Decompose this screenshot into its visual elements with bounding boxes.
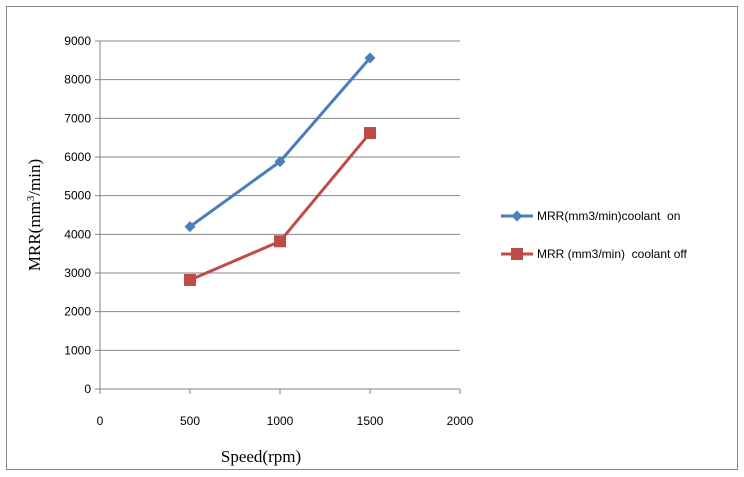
series-2-point-2 (274, 235, 286, 248)
x-tick-labels: 0 500 1000 1500 2000 (97, 414, 474, 428)
y-axis-title: MRR(mm3/min) (25, 159, 44, 271)
series-1-line (189, 57, 372, 228)
legend-label-1: MRR(mm3/min)coolant on (537, 209, 680, 223)
series-1 (184, 52, 376, 233)
x-tick-label-1000: 1000 (267, 414, 294, 428)
x-tick-label-500: 500 (180, 414, 200, 428)
x-tick-label-1500: 1500 (357, 414, 384, 428)
y-tick-label-4000: 4000 (64, 227, 91, 241)
y-tick-label-5000: 5000 (64, 189, 91, 203)
y-tick-labels: 0 1000 2000 3000 4000 5000 6000 7000 8000 9000 (64, 34, 91, 396)
legend-entry-1: MRR(mm3/min)coolant on (501, 209, 680, 223)
legend-entry-2: MRR (mm3/min) coolant off (501, 247, 687, 261)
y-axis-title-base: MRR(mm (25, 201, 44, 271)
chart-frame (6, 6, 738, 470)
y-tick-label-0: 0 (84, 382, 91, 396)
series-group (184, 52, 376, 286)
y-tick-label-9000: 9000 (64, 34, 91, 48)
y-tick-label-1000: 1000 (64, 343, 91, 357)
legend-swatch-marker-2 (511, 248, 523, 260)
y-tick-label-3000: 3000 (64, 266, 91, 280)
legend: MRR(mm3/min)coolant on MRR (mm3/min) cool… (501, 209, 687, 261)
y-tick-label-7000: 7000 (64, 111, 91, 125)
grid-lines (100, 40, 460, 351)
series-1-point-1 (184, 221, 196, 233)
x-tick-label-2000: 2000 (447, 414, 474, 428)
y-tick-label-2000: 2000 (64, 305, 91, 319)
series-2-point-1 (184, 273, 196, 286)
y-axis-title-tail: /min) (25, 159, 44, 196)
legend-swatch-marker-1 (511, 210, 523, 222)
legend-label-2: MRR (mm3/min) coolant off (537, 247, 687, 261)
x-axis-title: Speed(rpm) (221, 447, 301, 466)
axes (95, 40, 461, 394)
y-axis-title-sup: 3 (25, 195, 37, 201)
series-2 (184, 127, 376, 286)
y-tick-label-8000: 8000 (64, 73, 91, 87)
series-2-point-3 (364, 127, 376, 140)
series-1-point-3 (364, 52, 376, 64)
y-tick-label-6000: 6000 (64, 150, 91, 164)
x-tick-label-0: 0 (97, 414, 104, 428)
series-1-point-2 (274, 156, 286, 168)
